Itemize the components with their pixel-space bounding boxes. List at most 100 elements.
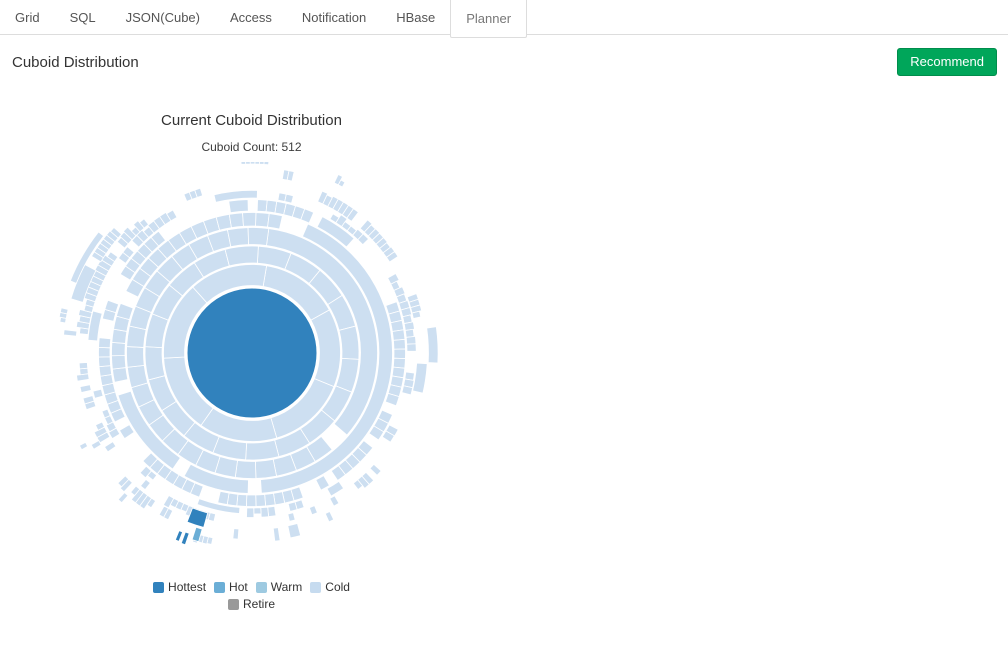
cuboid-segment[interactable]: [300, 208, 315, 224]
cuboid-segment[interactable]: [393, 339, 406, 350]
cuboid-segment[interactable]: [253, 507, 262, 515]
cuboid-segment[interactable]: [117, 390, 181, 470]
cuboid-segment[interactable]: [393, 348, 406, 360]
cuboid-segment[interactable]: [266, 228, 378, 436]
cuboid-segment[interactable]: [118, 424, 135, 440]
cuboid-segment[interactable]: [337, 179, 346, 188]
cuboid-segment[interactable]: [255, 494, 267, 508]
cuboid-segment[interactable]: [240, 162, 247, 166]
cuboid-segment[interactable]: [192, 264, 268, 304]
tab-hbase[interactable]: HBase: [381, 0, 450, 34]
cuboid-segment[interactable]: [242, 212, 257, 228]
cuboid-segment[interactable]: [117, 492, 129, 504]
cuboid-segment[interactable]: [272, 527, 281, 542]
cuboid-segment[interactable]: [255, 212, 270, 228]
tab-notification[interactable]: Notification: [287, 0, 381, 34]
cuboid-segment[interactable]: [246, 507, 255, 519]
cuboid-segment[interactable]: [196, 498, 241, 515]
cuboid-segment[interactable]: [412, 362, 428, 394]
cuboid-segment[interactable]: [392, 358, 406, 369]
cuboid-segment[interactable]: [158, 505, 169, 519]
cuboid-ring-7[interactable]: [75, 188, 428, 523]
cuboid-segment[interactable]: [70, 264, 97, 304]
cuboid-segment[interactable]: [264, 493, 276, 507]
cuboid-segment[interactable]: [326, 481, 345, 497]
cuboid-segment[interactable]: [101, 408, 111, 419]
cuboid-segment[interactable]: [79, 384, 92, 394]
cuboid-segment[interactable]: [117, 475, 130, 488]
cuboid-segment[interactable]: [245, 439, 280, 461]
cuboid-ring-2[interactable]: [144, 245, 360, 461]
cuboid-ring-9[interactable]: [58, 162, 346, 546]
cuboid-segment[interactable]: [69, 231, 105, 285]
cuboid-segment[interactable]: [330, 465, 347, 482]
highlighted-cuboids[interactable]: [174, 507, 209, 546]
cuboid-segment[interactable]: [249, 162, 256, 165]
cuboid-segment[interactable]: [104, 441, 117, 453]
cuboid-ring-4[interactable]: [111, 212, 393, 495]
cuboid-segment[interactable]: [98, 365, 113, 377]
tab-json-cube[interactable]: JSON(Cube): [111, 0, 215, 34]
cuboid-segment[interactable]: [405, 336, 417, 345]
cuboid-segment[interactable]: [369, 464, 382, 477]
cuboid-segment[interactable]: [109, 227, 122, 239]
cuboid-segment[interactable]: [324, 511, 335, 523]
cuboid-segment[interactable]: [411, 311, 422, 320]
recommend-button[interactable]: Recommend: [897, 48, 997, 77]
cuboid-ring-8[interactable]: [63, 169, 439, 542]
cuboid-segment[interactable]: [346, 208, 359, 223]
cuboid-segment[interactable]: [63, 329, 78, 337]
cuboid-segment[interactable]: [92, 389, 104, 400]
tab-sql[interactable]: SQL: [55, 0, 111, 34]
tab-grid[interactable]: Grid: [0, 0, 55, 34]
base-cuboid-circle[interactable]: [186, 287, 318, 419]
cuboid-ring-5[interactable]: [98, 199, 406, 508]
cuboid-segment[interactable]: [130, 485, 141, 497]
cuboid-segment[interactable]: [76, 373, 90, 382]
cuboid-segment[interactable]: [226, 227, 250, 248]
cuboid-segment[interactable]: [78, 362, 89, 370]
cuboid-segment[interactable]: [284, 194, 294, 204]
cuboid-segment[interactable]: [213, 190, 258, 204]
cuboid-segment[interactable]: [90, 440, 102, 451]
cuboid-segment[interactable]: [245, 162, 251, 165]
cuboid-segment[interactable]: [401, 385, 414, 396]
cuboid-segment[interactable]: [260, 507, 270, 518]
cuboid-segment[interactable]: [287, 512, 296, 523]
cuboid-segment[interactable]: [122, 246, 135, 259]
cuboid-segment[interactable]: [308, 505, 318, 516]
cuboid-segment[interactable]: [338, 325, 360, 361]
cuboid-segment[interactable]: [194, 188, 204, 199]
cuboid-segment[interactable]: [126, 346, 145, 369]
cuboid-segment[interactable]: [106, 251, 119, 263]
cuboid-segment[interactable]: [232, 528, 240, 540]
cuboid-segment[interactable]: [183, 463, 249, 495]
cuboid-segment[interactable]: [384, 393, 400, 407]
cuboid-segment[interactable]: [150, 230, 167, 247]
cuboid-segment[interactable]: [142, 452, 159, 469]
cuboid-segment[interactable]: [228, 199, 249, 214]
cuboid-segment[interactable]: [115, 303, 134, 321]
cuboid-ring-3[interactable]: [126, 227, 378, 480]
cuboid-segment[interactable]: [174, 530, 184, 543]
cuboid-segment[interactable]: [139, 465, 152, 479]
cuboid-segment[interactable]: [111, 367, 129, 384]
cuboid-segment[interactable]: [287, 501, 298, 513]
cuboid-segment[interactable]: [260, 223, 393, 494]
cuboid-segment[interactable]: [162, 495, 175, 509]
cuboid-segment[interactable]: [385, 251, 399, 263]
cuboid-segment[interactable]: [426, 326, 439, 364]
cuboid-segment[interactable]: [224, 245, 259, 267]
cuboid-segment[interactable]: [144, 346, 166, 381]
cuboid-segment[interactable]: [316, 216, 355, 248]
cuboid-segment[interactable]: [245, 494, 257, 508]
cuboid-segment[interactable]: [267, 506, 277, 518]
cuboid-segment[interactable]: [138, 218, 150, 229]
cuboid-segment[interactable]: [87, 310, 103, 342]
cuboid-segment[interactable]: [98, 337, 112, 349]
cuboid-segment[interactable]: [404, 329, 415, 339]
cuboid-segment[interactable]: [368, 425, 385, 441]
cuboid-ring-6[interactable]: [87, 190, 417, 519]
cuboid-segment[interactable]: [59, 307, 69, 315]
cuboid-segment[interactable]: [352, 479, 364, 491]
